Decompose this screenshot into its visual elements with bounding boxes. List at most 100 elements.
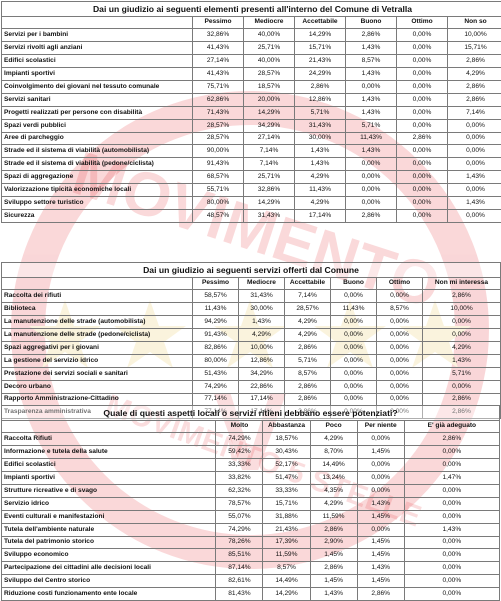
percentage-cell: 0,00% bbox=[404, 536, 499, 549]
table-aspetti-da-potenziare: Quale di questi aspetti locali o servizi… bbox=[1, 405, 500, 601]
percentage-cell: 5,71% bbox=[423, 367, 501, 380]
percentage-cell: 17,39% bbox=[263, 536, 310, 549]
percentage-cell: 8,70% bbox=[310, 446, 357, 459]
percentage-cell: 1,43% bbox=[423, 354, 501, 367]
percentage-cell: 55,71% bbox=[193, 184, 244, 197]
table-servizi-comune: Dai un giudizio ai seguenti servizi offe… bbox=[1, 262, 501, 419]
percentage-cell: 2,86% bbox=[448, 80, 501, 93]
percentage-cell: 14,49% bbox=[310, 459, 357, 472]
percentage-cell: 78,26% bbox=[216, 536, 263, 549]
percentage-cell: 2,86% bbox=[448, 55, 501, 68]
percentage-cell: 87,14% bbox=[216, 562, 263, 575]
percentage-cell: 0,00% bbox=[423, 380, 501, 393]
percentage-cell: 1,43% bbox=[404, 523, 499, 536]
percentage-cell: 0,00% bbox=[357, 472, 404, 485]
percentage-cell: 15,71% bbox=[295, 42, 346, 55]
header-cell: Non so bbox=[448, 16, 501, 29]
row-label: Strade ed il sistema di viabilità (autom… bbox=[2, 145, 193, 158]
header-cell: Accettabile bbox=[285, 277, 331, 290]
percentage-cell: 28,57% bbox=[193, 119, 244, 132]
percentage-cell: 62,86% bbox=[193, 93, 244, 106]
percentage-cell: 40,00% bbox=[244, 29, 295, 42]
percentage-cell: 0,00% bbox=[448, 184, 501, 197]
table-row: Partecipazione dei cittadini alle decisi… bbox=[2, 562, 500, 575]
percentage-cell: 2,86% bbox=[285, 341, 331, 354]
percentage-cell: 0,00% bbox=[331, 354, 377, 367]
percentage-cell: 7,14% bbox=[244, 145, 295, 158]
percentage-cell: 0,00% bbox=[397, 80, 448, 93]
percentage-cell: 1,43% bbox=[357, 562, 404, 575]
percentage-cell: 22,86% bbox=[239, 380, 285, 393]
percentage-cell: 1,43% bbox=[295, 158, 346, 171]
row-label: Spazi aggregativi per i giovani bbox=[2, 341, 193, 354]
percentage-cell: 0,00% bbox=[377, 380, 423, 393]
percentage-cell: 21,43% bbox=[295, 55, 346, 68]
percentage-cell: 40,00% bbox=[244, 55, 295, 68]
percentage-cell: 14,29% bbox=[244, 196, 295, 209]
row-label: Strade ed il sistema di viabilità (pedon… bbox=[2, 158, 193, 171]
percentage-cell: 0,00% bbox=[377, 354, 423, 367]
percentage-cell: 0,00% bbox=[397, 209, 448, 222]
percentage-cell: 74,29% bbox=[193, 380, 239, 393]
percentage-cell: 2,86% bbox=[346, 29, 397, 42]
row-label: Impianti sportivi bbox=[2, 472, 216, 485]
percentage-cell: 0,00% bbox=[357, 433, 404, 446]
percentage-cell: 33,82% bbox=[216, 472, 263, 485]
percentage-cell: 4,29% bbox=[423, 341, 501, 354]
percentage-cell: 1,43% bbox=[357, 497, 404, 510]
percentage-cell: 0,00% bbox=[397, 184, 448, 197]
percentage-cell: 31,43% bbox=[239, 290, 285, 303]
percentage-cell: 8,57% bbox=[377, 303, 423, 316]
row-label: Rapporto Amministrazione-Cittadino bbox=[2, 393, 193, 406]
percentage-cell: 7,14% bbox=[285, 290, 331, 303]
percentage-cell: 11,43% bbox=[295, 184, 346, 197]
percentage-cell: 0,00% bbox=[397, 93, 448, 106]
percentage-cell: 0,00% bbox=[346, 196, 397, 209]
percentage-cell: 1,43% bbox=[448, 171, 501, 184]
percentage-cell: 0,00% bbox=[404, 549, 499, 562]
percentage-cell: 85,51% bbox=[216, 549, 263, 562]
percentage-cell: 11,43% bbox=[331, 303, 377, 316]
percentage-cell: 0,00% bbox=[397, 158, 448, 171]
table-row: Strade ed il sistema di viabilità (pedon… bbox=[2, 158, 501, 171]
percentage-cell: 0,00% bbox=[404, 562, 499, 575]
row-label: La manutenzione delle strade (pedone/cic… bbox=[2, 329, 193, 342]
percentage-cell: 2,86% bbox=[357, 588, 404, 601]
percentage-cell: 2,86% bbox=[448, 93, 501, 106]
percentage-cell: 1,45% bbox=[357, 536, 404, 549]
percentage-cell: 4,29% bbox=[285, 329, 331, 342]
percentage-cell: 8,57% bbox=[263, 562, 310, 575]
row-label: Decoro urbano bbox=[2, 380, 193, 393]
percentage-cell: 78,57% bbox=[216, 497, 263, 510]
row-label: Sviluppo economico bbox=[2, 549, 216, 562]
percentage-cell: 0,00% bbox=[397, 29, 448, 42]
table-row: Prestazione dei servizi sociali e sanita… bbox=[2, 367, 501, 380]
percentage-cell: 2,86% bbox=[423, 393, 501, 406]
row-label: Informazione e tutela della salute bbox=[2, 446, 216, 459]
header-cell-empty bbox=[2, 277, 193, 290]
row-label: Servizi sanitari bbox=[2, 93, 193, 106]
table-row: Valorizzazione tipicità economiche local… bbox=[2, 184, 501, 197]
percentage-cell: 0,00% bbox=[346, 171, 397, 184]
percentage-cell: 12,86% bbox=[295, 93, 346, 106]
percentage-cell: 17,14% bbox=[295, 209, 346, 222]
percentage-cell: 0,00% bbox=[331, 393, 377, 406]
header-cell-empty bbox=[2, 16, 193, 29]
percentage-cell: 4,29% bbox=[448, 68, 501, 81]
row-label: Raccolta dei rifiuti bbox=[2, 290, 193, 303]
percentage-cell: 14,29% bbox=[244, 106, 295, 119]
percentage-cell: 32,86% bbox=[193, 29, 244, 42]
percentage-cell: 52,17% bbox=[263, 459, 310, 472]
header-cell: Poco bbox=[310, 420, 357, 433]
row-label: Spazi di aggregazione bbox=[2, 171, 193, 184]
percentage-cell: 0,00% bbox=[377, 290, 423, 303]
percentage-cell: 2,86% bbox=[285, 380, 331, 393]
